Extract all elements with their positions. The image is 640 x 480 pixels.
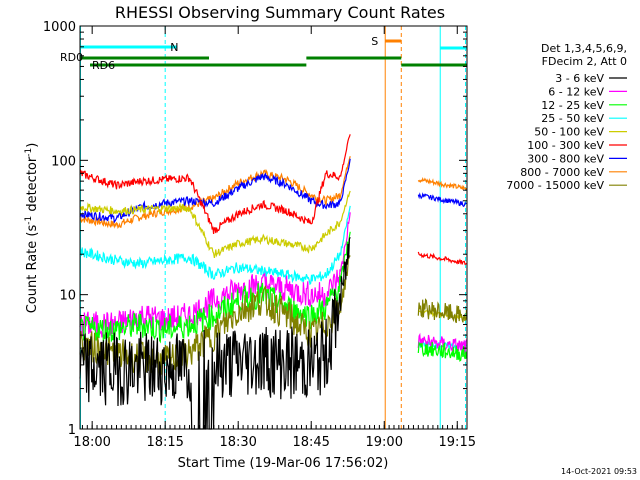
legend-label-3: 25 - 50 keV	[541, 112, 604, 125]
n-flag-label: N	[170, 41, 178, 54]
rd0-flag-label: RD0	[60, 51, 83, 64]
series-trace	[79, 190, 351, 259]
series-trace	[79, 237, 351, 430]
series-trace	[79, 134, 351, 234]
legend-label-1: 6 - 12 keV	[548, 85, 604, 98]
y-tick-label-2: 100	[51, 154, 76, 169]
rd6-flag-label: RD6	[92, 59, 115, 72]
series-trace	[79, 212, 351, 338]
series-3-6-kev	[79, 237, 351, 430]
y-tick-label-0: 1	[68, 423, 76, 438]
legend-header-line2: FDecim 2, Att 0	[542, 55, 627, 68]
y-tick-label-3: 1000	[43, 20, 76, 35]
legend-label-2: 12 - 25 keV	[541, 99, 604, 112]
s-flag-label: S	[371, 35, 378, 48]
series-trace-post	[417, 298, 468, 324]
y-axis-label: Count Rate (s-1 detector-1)	[24, 143, 40, 314]
series-trace-post	[417, 251, 467, 266]
x-tick-label-2: 18:30	[219, 435, 256, 450]
x-tick-label-4: 19:00	[366, 435, 403, 450]
axis-ticks: 18:00 18:15 18:30 18:45 19:00 19:15 1 10 100 1000	[43, 20, 476, 450]
series-layer	[79, 134, 468, 430]
x-tick-label-3: 18:45	[292, 435, 329, 450]
legend-label-6: 300 - 800 keV	[527, 152, 604, 165]
series-300-800-kev	[79, 158, 467, 224]
series-100-300-kev	[79, 134, 467, 266]
x-tick-label-0: 18:00	[73, 435, 110, 450]
flag-layer: N S RD0 RD6	[60, 26, 467, 429]
plot-frame	[79, 25, 468, 430]
x-axis-label: Start Time (19-Mar-06 17:56:02)	[178, 456, 389, 471]
legend-label-4: 50 - 100 keV	[534, 126, 604, 139]
chart-title: RHESSI Observing Summary Count Rates	[115, 3, 445, 22]
y-tick-label-1: 10	[59, 289, 76, 304]
series-trace-post	[417, 192, 467, 208]
legend-header-line1: Det 1,3,4,5,6,9,	[541, 42, 627, 55]
legend-label-8: 7000 - 15000 keV	[506, 179, 604, 192]
series-trace	[79, 158, 351, 224]
series-trace	[79, 231, 351, 344]
series-12-25-kev	[79, 231, 468, 362]
x-tick-label-1: 18:15	[146, 435, 183, 450]
timestamp: 14-Oct-2021 09:53	[561, 467, 637, 476]
legend-label-0: 3 - 6 keV	[555, 72, 604, 85]
series-trace-post	[417, 176, 468, 191]
series-trace	[79, 156, 351, 229]
series-trace-post	[417, 341, 468, 362]
x-tick-label-5: 19:15	[439, 435, 476, 450]
legend-label-5: 100 - 300 keV	[527, 139, 604, 152]
series-trace	[79, 205, 351, 286]
legend-label-7: 800 - 7000 keV	[520, 166, 604, 179]
series-800-7000-kev	[79, 156, 468, 229]
series-6-12-kev	[79, 212, 468, 355]
